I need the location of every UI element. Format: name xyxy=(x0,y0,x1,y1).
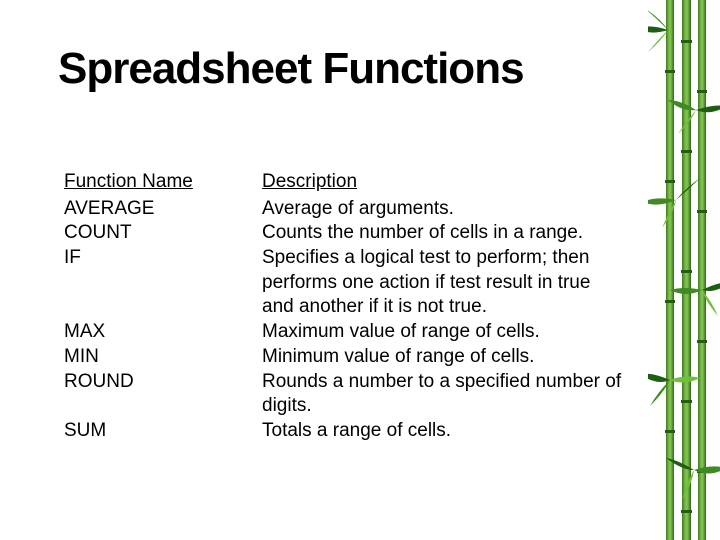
column-function-name: Function Name AVERAGECOUNTIFMAXMINROUNDS… xyxy=(64,170,234,444)
function-name-cell: AVERAGE xyxy=(64,197,234,222)
column-header-description: Description xyxy=(262,170,624,195)
page-title: Spreadsheet Functions xyxy=(58,44,524,94)
column-header-function-name: Function Name xyxy=(64,170,234,195)
function-description-cell: Specifies a logical test to perform; the… xyxy=(262,246,624,320)
function-description-cell: Minimum value of range of cells. xyxy=(262,345,624,370)
function-description-cell: Average of arguments. xyxy=(262,197,624,222)
bamboo-decoration xyxy=(648,0,720,540)
function-name-cell: MAX xyxy=(64,320,234,345)
column-description: Description Average of arguments.Counts … xyxy=(262,170,624,444)
function-description-cell: Rounds a number to a specified number of… xyxy=(262,370,624,419)
function-name-cell: ROUND xyxy=(64,370,234,419)
function-description-cell: Totals a range of cells. xyxy=(262,419,624,444)
function-name-cell: MIN xyxy=(64,345,234,370)
function-name-cell: SUM xyxy=(64,419,234,444)
function-name-cell: IF xyxy=(64,246,234,320)
function-description-cell: Maximum value of range of cells. xyxy=(262,320,624,345)
function-description-cell: Counts the number of cells in a range. xyxy=(262,221,624,246)
function-name-cell: COUNT xyxy=(64,221,234,246)
function-table: Function Name AVERAGECOUNTIFMAXMINROUNDS… xyxy=(64,170,624,444)
